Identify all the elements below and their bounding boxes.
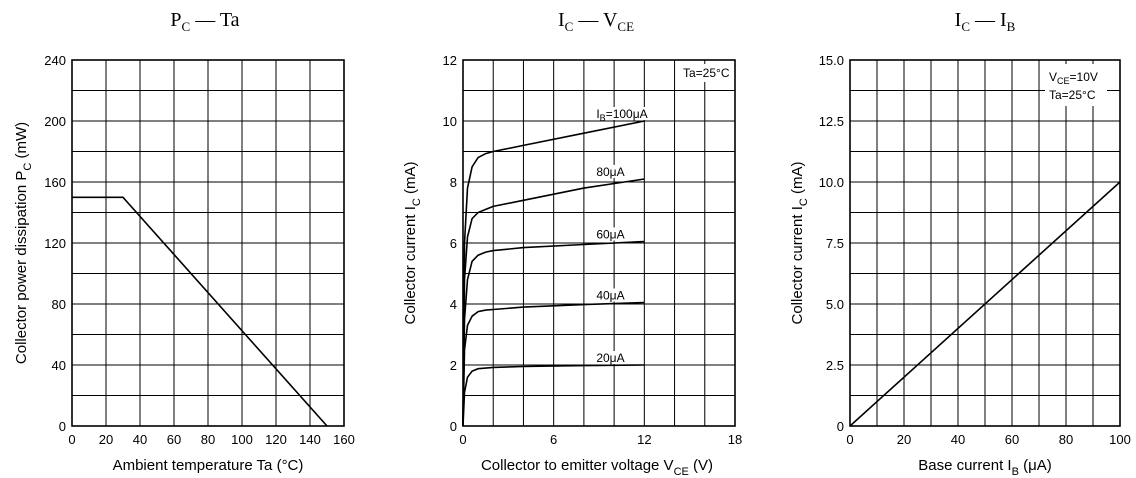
chart-ic-vce: IC — VCE 0 6 12 18 0 2 4 6 8 10 12 IB=100μA 80μA 60…	[402, 9, 742, 478]
chart2-series-labels: IB=100μA 80μA 60μA 40μA 20μA	[594, 107, 665, 365]
y-tick-label: 0	[837, 419, 844, 434]
chart3-y-axis-label: Collector current IC (mA)	[789, 162, 810, 325]
chart1-x-ticks: 0 20 40 60 80 100 120 140 160	[68, 432, 354, 447]
y-tick-label: 40	[52, 358, 66, 373]
y-tick-label: 12	[443, 53, 457, 68]
series-line-3	[462, 301, 645, 427]
chart3-condition-vce: VCE=10V	[1049, 70, 1098, 86]
x-tick-label: 60	[167, 432, 181, 447]
series-label-bg	[594, 351, 635, 364]
y-tick-label: 200	[44, 114, 66, 129]
chart1-grid	[72, 60, 344, 426]
chart3-series	[849, 181, 1121, 427]
x-tick-label: 100	[231, 432, 253, 447]
series-line	[849, 181, 1121, 427]
y-tick-label: 8	[450, 175, 457, 190]
chart2-y-ticks: 0 2 4 6 8 10 12	[443, 53, 457, 434]
chart2-x-axis-label: Collector to emitter voltage VCE (V)	[481, 457, 713, 478]
chart3-grid	[850, 60, 1120, 426]
chart-ic-ib: IC — IB 0 20 40 60 80 100 0 2.5 5.0 7.5 10.0 12.5 1…	[789, 9, 1131, 478]
chart3-condition-box	[1045, 64, 1107, 106]
y-tick-label: 80	[52, 297, 66, 312]
x-tick-label: 80	[1059, 432, 1073, 447]
chart1-y-axis-label: Collector power dissipation PC (mW)	[13, 122, 34, 364]
y-tick-label: 0	[450, 419, 457, 434]
x-tick-label: 80	[201, 432, 215, 447]
chart3-condition-ta: Ta=25°C	[1049, 88, 1096, 102]
chart3-x-ticks: 0 20 40 60 80 100	[846, 432, 1130, 447]
chart2-frame	[462, 59, 736, 427]
chart2-title: IC — VCE	[558, 9, 634, 34]
x-tick-label: 160	[333, 432, 355, 447]
y-tick-label: 5.0	[826, 297, 844, 312]
series-label-bg	[594, 227, 635, 241]
x-tick-label: 0	[846, 432, 853, 447]
series-label-bg	[594, 288, 635, 302]
series-label-4: 20μA	[596, 351, 624, 365]
y-tick-label: 240	[44, 53, 66, 68]
y-tick-label: 160	[44, 175, 66, 190]
y-tick-label: 6	[450, 236, 457, 251]
chart1-y-ticks: 0 40 80 120 160 200 240	[44, 53, 66, 434]
chart1-title: PC — Ta	[170, 9, 239, 34]
y-tick-label: 2.5	[826, 358, 844, 373]
chart3-x-axis-label: Base current IB (μA)	[918, 457, 1052, 478]
y-tick-label: 120	[44, 236, 66, 251]
chart3-frame	[849, 59, 1121, 427]
chart2-condition: Ta=25°C	[683, 66, 730, 80]
y-tick-label: 10.0	[819, 175, 844, 190]
x-tick-label: 40	[951, 432, 965, 447]
x-tick-label: 100	[1109, 432, 1131, 447]
x-tick-label: 12	[637, 432, 651, 447]
chart1-series	[72, 196, 328, 427]
x-tick-label: 18	[728, 432, 742, 447]
x-tick-label: 0	[459, 432, 466, 447]
series-line-2	[462, 240, 645, 427]
x-tick-label: 6	[550, 432, 557, 447]
series-label-bg	[594, 107, 665, 120]
y-tick-label: 4	[450, 297, 457, 312]
series-label-3: 40μA	[596, 288, 624, 302]
series-line-0	[462, 120, 645, 427]
series-line-1	[462, 178, 645, 427]
y-tick-label: 10	[443, 114, 457, 129]
series-label-2: 60μA	[596, 227, 624, 241]
x-tick-label: 60	[1005, 432, 1019, 447]
series-line	[72, 196, 328, 427]
y-tick-label: 2	[450, 358, 457, 373]
y-tick-label: 0	[59, 419, 66, 434]
series-label-0: IB=100μA	[596, 107, 647, 123]
chart1-frame	[71, 59, 345, 427]
y-tick-label: 15.0	[819, 53, 844, 68]
x-tick-label: 20	[99, 432, 113, 447]
x-tick-label: 0	[68, 432, 75, 447]
chart2-series	[462, 120, 645, 427]
x-tick-label: 140	[299, 432, 321, 447]
y-tick-label: 12.5	[819, 114, 844, 129]
chart2-x-ticks: 0 6 12 18	[459, 432, 742, 447]
series-label-bg	[594, 164, 635, 178]
series-line-4	[462, 364, 645, 427]
series-label-1: 80μA	[596, 165, 624, 179]
chart3-y-ticks: 0 2.5 5.0 7.5 10.0 12.5 15.0	[819, 53, 844, 434]
x-tick-label: 120	[265, 432, 287, 447]
chart-pc-ta: PC — Ta 0 20 40 60 80 100 120 140 160 0 40 80 120 16…	[13, 9, 355, 474]
chart2-condition-box	[678, 64, 730, 82]
chart2-y-axis-label: Collector current IC (mA)	[402, 162, 423, 325]
chart3-title: IC — IB	[955, 9, 1016, 34]
chart1-x-axis-label: Ambient temperature Ta (°C)	[113, 457, 304, 474]
x-tick-label: 20	[897, 432, 911, 447]
x-tick-label: 40	[133, 432, 147, 447]
y-tick-label: 7.5	[826, 236, 844, 251]
